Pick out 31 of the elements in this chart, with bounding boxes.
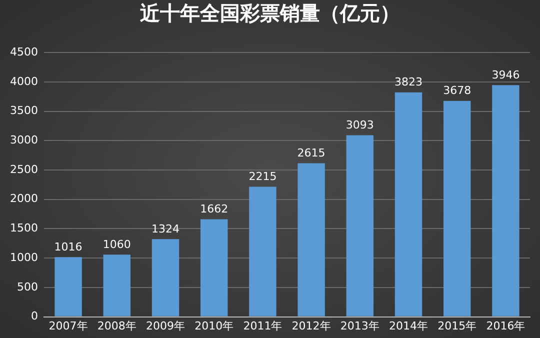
data-label: 1324 (151, 222, 180, 236)
y-tick-label: 2000 (10, 192, 38, 206)
x-tick-label: 2008年 (97, 319, 136, 332)
data-label: 3823 (394, 76, 422, 89)
x-tick-label: 2013年 (340, 319, 380, 332)
y-tick-label: 3500 (10, 104, 38, 118)
x-tick-label: 2010年 (194, 319, 234, 332)
data-label: 1060 (102, 238, 131, 251)
x-tick-label: 2007年 (48, 319, 88, 332)
x-tick-label: 2012年 (292, 319, 331, 332)
data-label: 1016 (54, 240, 82, 254)
y-tick-label: 4000 (10, 74, 38, 88)
y-tick-label: 1500 (10, 222, 38, 235)
y-tick-label: 0 (30, 310, 38, 323)
y-tick-label: 1000 (10, 250, 38, 264)
y-tick-label: 4500 (10, 45, 38, 58)
y-tick-label: 2500 (10, 162, 38, 176)
x-tick-label: 2009年 (146, 319, 185, 332)
y-tick-label: 500 (16, 280, 38, 294)
x-tick-label: 2016年 (486, 319, 526, 332)
chart-title: 近十年全国彩票销量（亿元） (139, 0, 401, 27)
data-label: 1662 (200, 202, 228, 216)
data-label: 3678 (443, 84, 472, 98)
data-label: 2215 (248, 170, 277, 184)
x-tick-label: 2014年 (389, 319, 428, 332)
y-tick-label: 3000 (10, 134, 38, 147)
x-tick-label: 2015年 (438, 319, 477, 332)
data-label: 3946 (492, 68, 520, 82)
x-tick-label: 2011年 (243, 319, 282, 332)
data-label: 2615 (297, 146, 326, 160)
data-label: 3093 (346, 118, 374, 132)
